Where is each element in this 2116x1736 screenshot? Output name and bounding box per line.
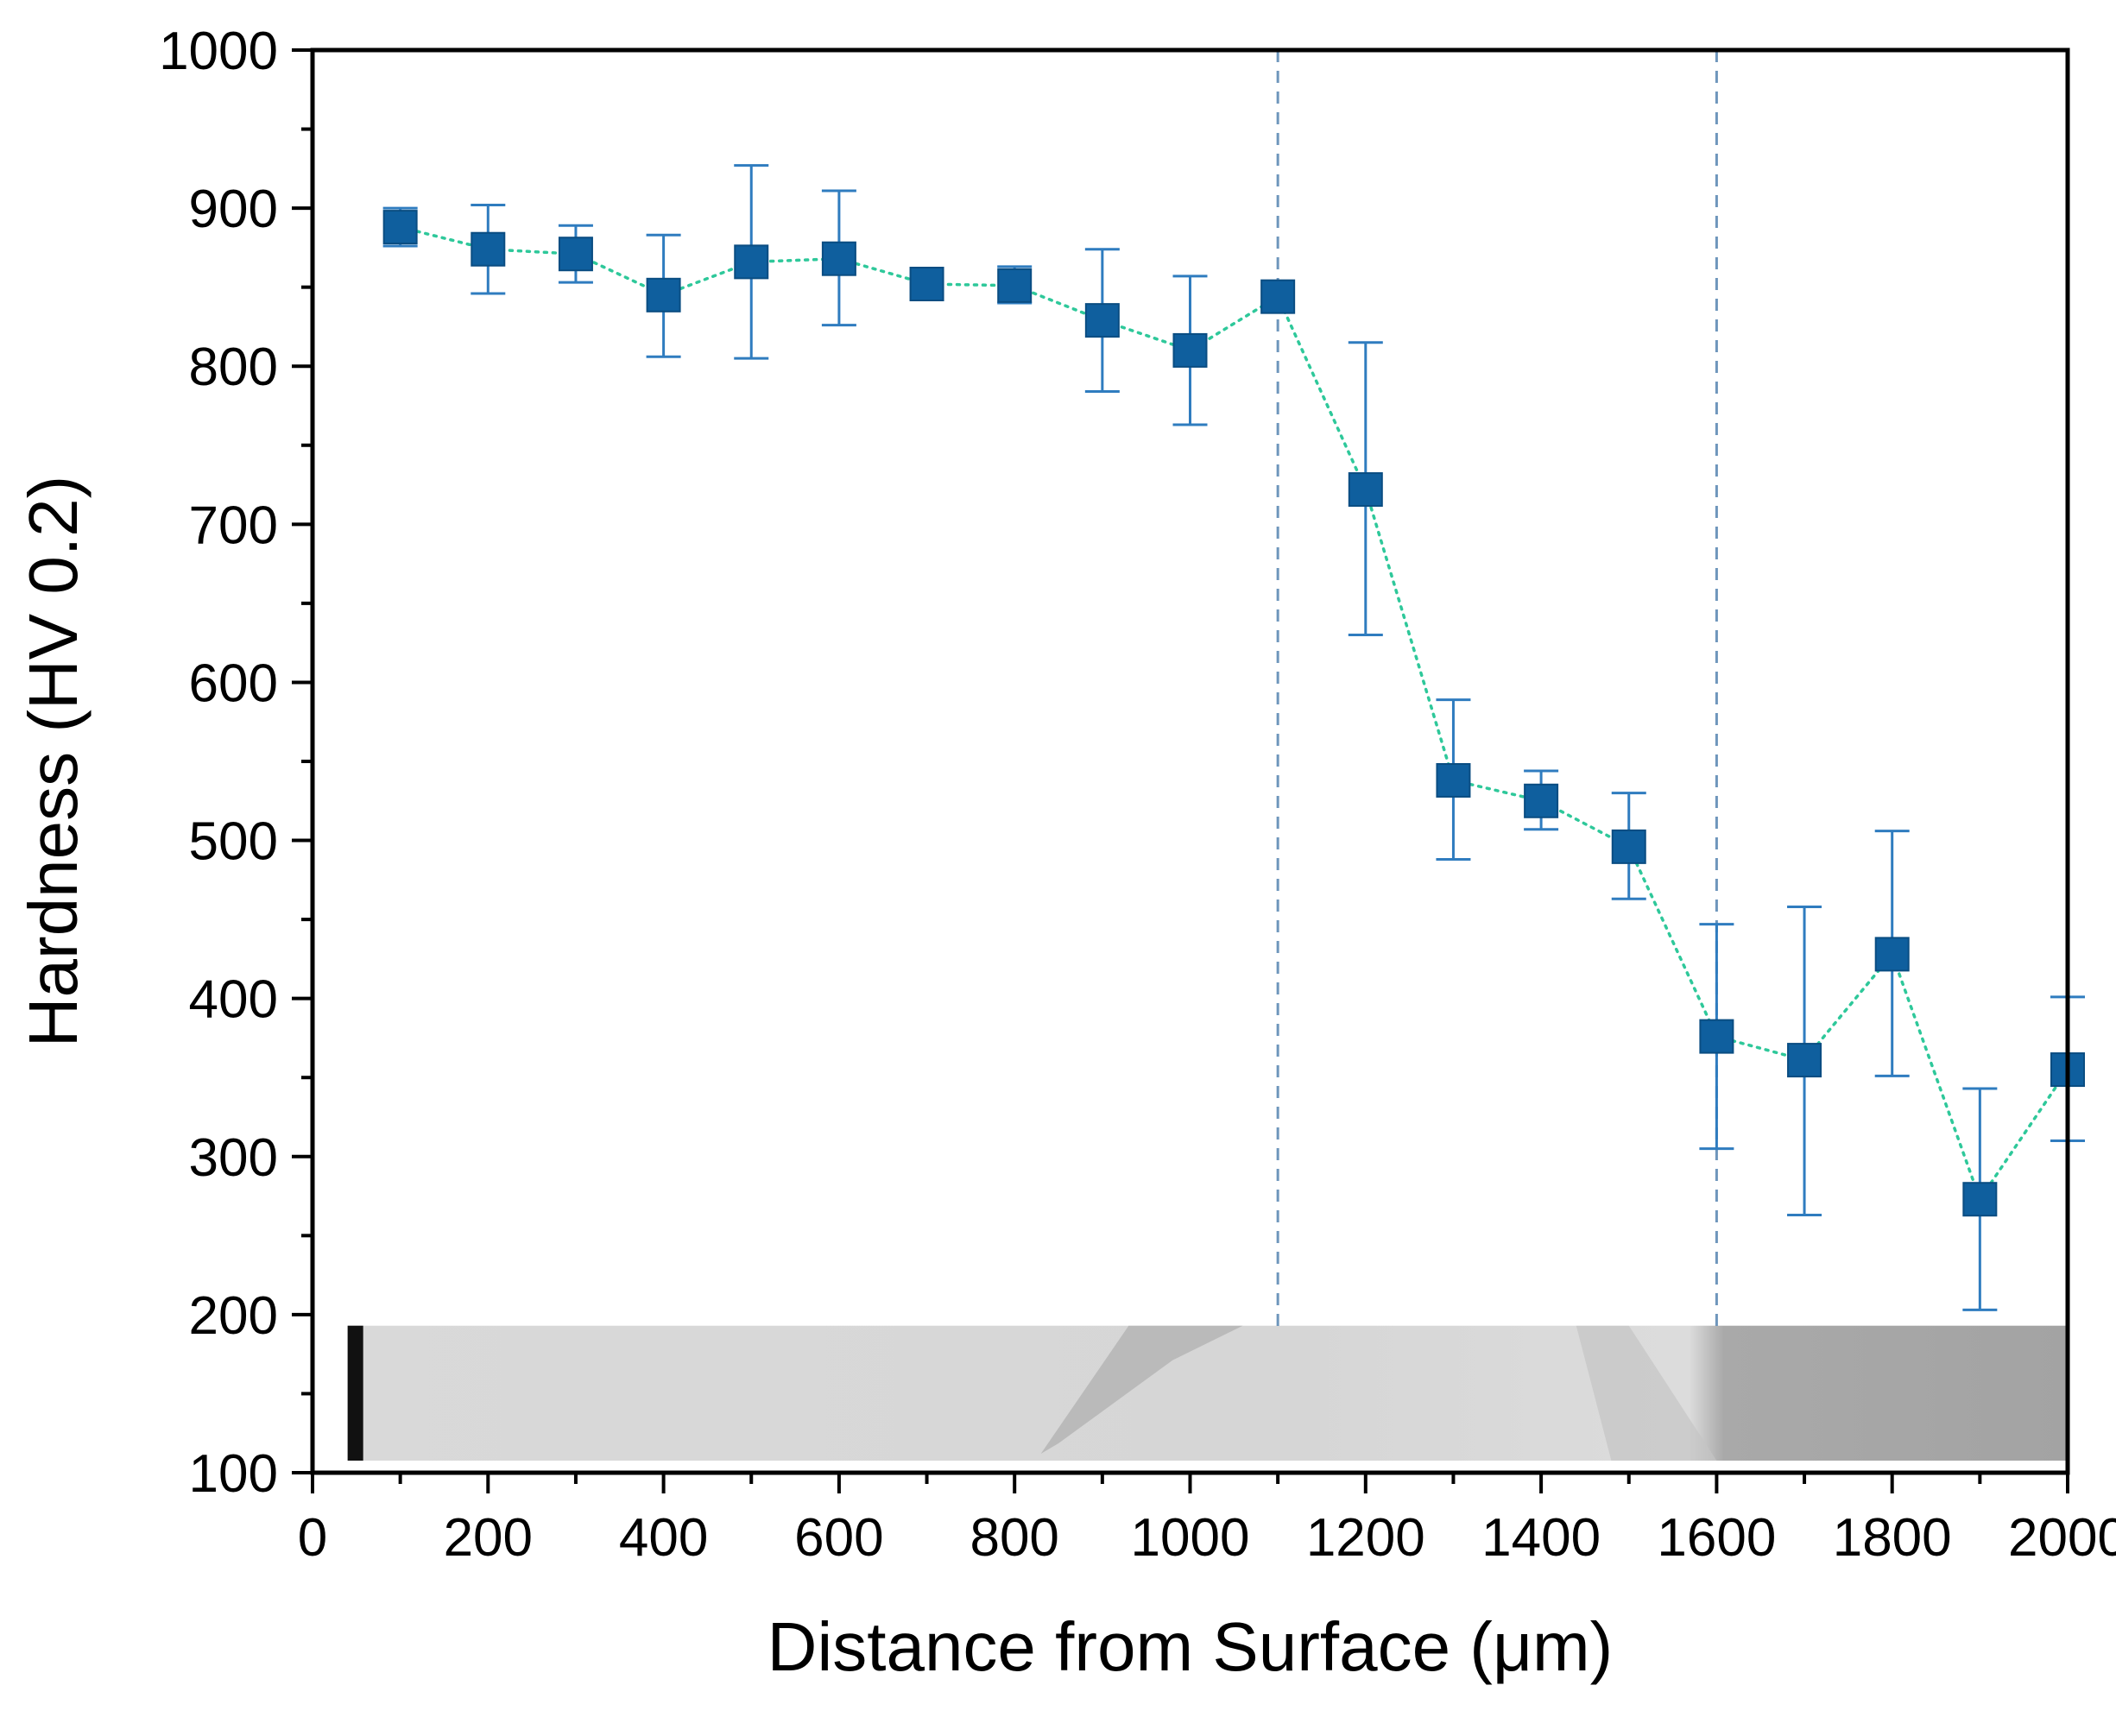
x-tick-label: 1400 (1481, 1508, 1601, 1568)
data-point (1787, 1043, 1822, 1078)
x-tick-label: 200 (444, 1508, 533, 1568)
data-point (1172, 332, 1208, 368)
data-point (558, 237, 593, 272)
data-point (1962, 1182, 1998, 1217)
x-tick-label: 400 (619, 1508, 708, 1568)
x-tick-label: 1800 (1833, 1508, 1952, 1568)
x-tick-label: 2000 (2008, 1508, 2116, 1568)
data-point (1084, 303, 1120, 338)
data-point (1699, 1019, 1734, 1054)
x-axis-title: Distance from Surface (μm) (767, 1608, 1614, 1685)
y-tick-label: 700 (189, 496, 278, 555)
data-point (1874, 937, 1910, 972)
data-point (1611, 829, 1646, 864)
data-point (1524, 783, 1559, 818)
x-tick-label: 0 (298, 1508, 327, 1568)
x-tick-label: 800 (970, 1508, 1058, 1568)
x-tick-label: 600 (794, 1508, 883, 1568)
y-tick-label: 1000 (159, 22, 278, 81)
inset-dark-band (1040, 1325, 1243, 1454)
y-tick-label: 600 (189, 653, 278, 713)
inset-background (347, 1325, 2068, 1461)
data-point (734, 244, 769, 280)
y-tick-label: 800 (189, 338, 278, 397)
data-point (821, 241, 856, 276)
data-point (997, 268, 1033, 303)
y-tick-label: 400 (189, 970, 278, 1030)
y-tick-label: 300 (189, 1128, 278, 1188)
micrograph-inset (347, 1325, 2068, 1461)
y-axis-title: Hardness (HV 0.2) (15, 476, 92, 1047)
data-point (382, 210, 418, 245)
inset-boundary-band (1576, 1325, 1717, 1461)
data-point (1260, 279, 1296, 314)
y-tick-label: 200 (189, 1286, 278, 1346)
data-point (1436, 762, 1471, 798)
data-point (909, 267, 944, 302)
data-point (1348, 472, 1383, 508)
data-point (471, 231, 506, 267)
y-tick-label: 900 (189, 180, 278, 239)
x-tick-label: 1000 (1131, 1508, 1250, 1568)
y-tick-label: 500 (189, 812, 278, 872)
data-point (646, 277, 681, 312)
y-tick-label: 100 (189, 1444, 278, 1504)
inset-surface-edge (347, 1325, 363, 1461)
x-tick-label: 1600 (1657, 1508, 1776, 1568)
x-tick-label: 1200 (1306, 1508, 1425, 1568)
